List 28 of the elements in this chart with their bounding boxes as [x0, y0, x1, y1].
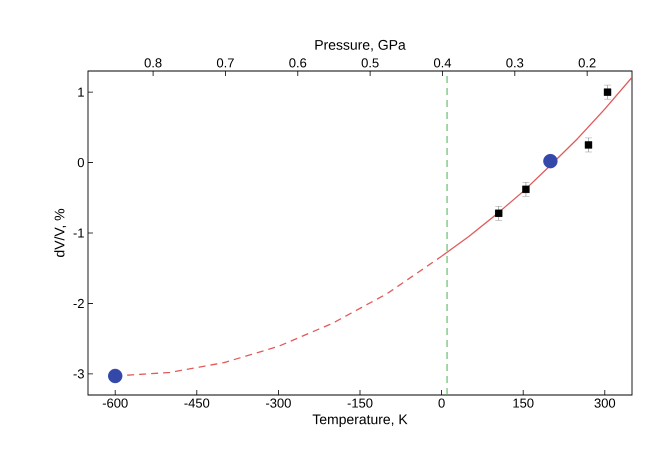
point: [604, 88, 612, 96]
x2-tick-label: 0.2: [578, 58, 596, 68]
x2-axis-title: Pressure, GPa: [315, 40, 406, 52]
x-tick-label: 300: [594, 398, 616, 408]
y-tick-label: -1: [74, 228, 84, 238]
y-tick-label: -2: [74, 298, 84, 308]
y-axis-title: dV/V, %: [54, 208, 66, 257]
y-tick-label: 0: [78, 158, 84, 168]
y-tick-label: -3: [74, 369, 84, 378]
point: [495, 210, 502, 217]
point: [584, 141, 592, 149]
x2-tick-label: 0.8: [144, 58, 162, 68]
point: [543, 154, 558, 168]
point: [522, 186, 530, 194]
x2-tick-label: 0.6: [289, 58, 306, 68]
x-tick-label: 0: [438, 398, 445, 408]
y-tick-label: 1: [78, 88, 84, 97]
x2-tick-label: 0.4: [434, 58, 452, 68]
x-tick-label: -600: [102, 398, 128, 408]
x-tick-label: -450: [184, 398, 210, 408]
x2-tick-label: 0.5: [362, 58, 379, 68]
point: [108, 368, 122, 384]
x-tick-label: -300: [266, 398, 291, 408]
x-tick-label: -150: [348, 398, 372, 408]
x2-tick-label: 0.3: [506, 58, 524, 68]
x2-tick-label: 0.7: [216, 58, 234, 68]
x-axis-title: Temperature, K: [312, 414, 408, 428]
x-tick-label: 150: [513, 398, 534, 408]
